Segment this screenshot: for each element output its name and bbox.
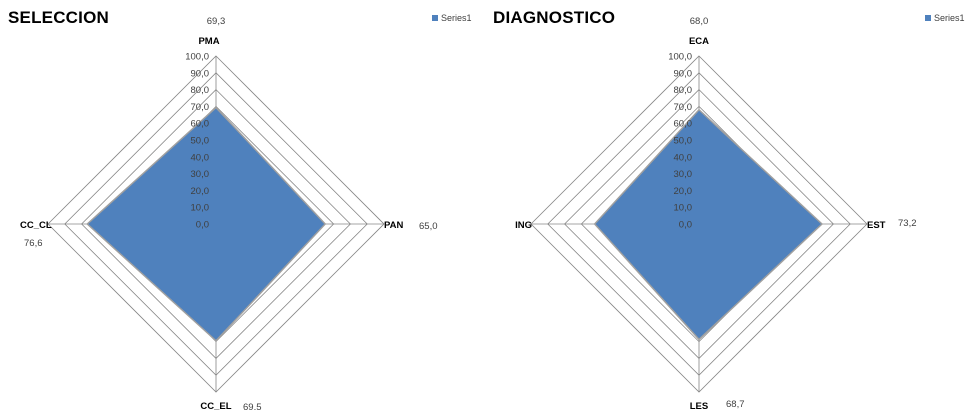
tick-label: 10,0 — [191, 203, 210, 214]
tick-label: 100,0 — [185, 52, 209, 63]
series-area — [86, 106, 327, 342]
tick-label: 60,0 — [674, 119, 693, 130]
tick-label: 50,0 — [674, 136, 693, 147]
tick-label: 40,0 — [191, 152, 210, 163]
data-label: 68,7 — [726, 399, 745, 410]
data-label: 68,0 — [690, 16, 709, 27]
legend-swatch — [432, 15, 438, 21]
tick-label: 20,0 — [191, 186, 210, 197]
category-label: CC_EL — [200, 401, 231, 410]
category-label: LES — [690, 401, 708, 410]
radar-chart-diagnostico: 0,0 10,0 20,0 30,0 40,0 50,0 60,0 70,0 80,0 90,0 1… — [483, 0, 966, 410]
data-label: 69,3 — [207, 16, 226, 27]
legend-label: Series1 — [934, 13, 965, 23]
tick-label: 60,0 — [191, 119, 210, 130]
tick-label: 90,0 — [191, 68, 210, 79]
category-label: PMA — [198, 36, 219, 47]
legend: Series1 — [432, 13, 472, 23]
tick-label: 50,0 — [191, 136, 210, 147]
tick-label: 80,0 — [674, 85, 693, 96]
legend-swatch — [925, 15, 931, 21]
chart-title: SELECCION — [8, 8, 109, 27]
category-label: ECA — [689, 36, 709, 47]
category-label: ING — [515, 220, 532, 231]
legend: Series1 — [925, 13, 965, 23]
data-label: 69,5 — [243, 402, 262, 410]
radar-chart-seleccion: 0,0 10,0 20,0 30,0 40,0 50,0 60,0 70,0 80,0 90,0 1… — [8, 8, 472, 410]
tick-label: 10,0 — [674, 203, 693, 214]
tick-label: 100,0 — [668, 52, 692, 63]
data-label: 76,6 — [24, 238, 43, 249]
series-area — [593, 108, 824, 341]
tick-label: 20,0 — [674, 186, 693, 197]
data-label: 65,0 — [419, 221, 438, 232]
tick-label: 30,0 — [191, 169, 210, 180]
chart-title: DIAGNOSTICO — [493, 8, 616, 27]
data-label: 73,2 — [898, 218, 917, 229]
tick-label: 0,0 — [196, 220, 209, 231]
tick-label: 40,0 — [674, 152, 693, 163]
tick-label: 70,0 — [191, 102, 210, 113]
category-label: PAN — [384, 220, 403, 231]
radar-plot-diagnostico: 0,0 10,0 20,0 30,0 40,0 50,0 60,0 70,0 80,0 90,0 1… — [515, 16, 917, 410]
radar-plot-seleccion: 0,0 10,0 20,0 30,0 40,0 50,0 60,0 70,0 80,0 90,0 1… — [20, 16, 438, 410]
tick-label: 70,0 — [674, 102, 693, 113]
category-label: CC_CL — [20, 220, 52, 231]
category-label: EST — [867, 220, 886, 231]
tick-label: 90,0 — [674, 68, 693, 79]
legend-label: Series1 — [441, 13, 472, 23]
tick-label: 30,0 — [674, 169, 693, 180]
tick-label: 80,0 — [191, 85, 210, 96]
tick-label: 0,0 — [679, 220, 692, 231]
